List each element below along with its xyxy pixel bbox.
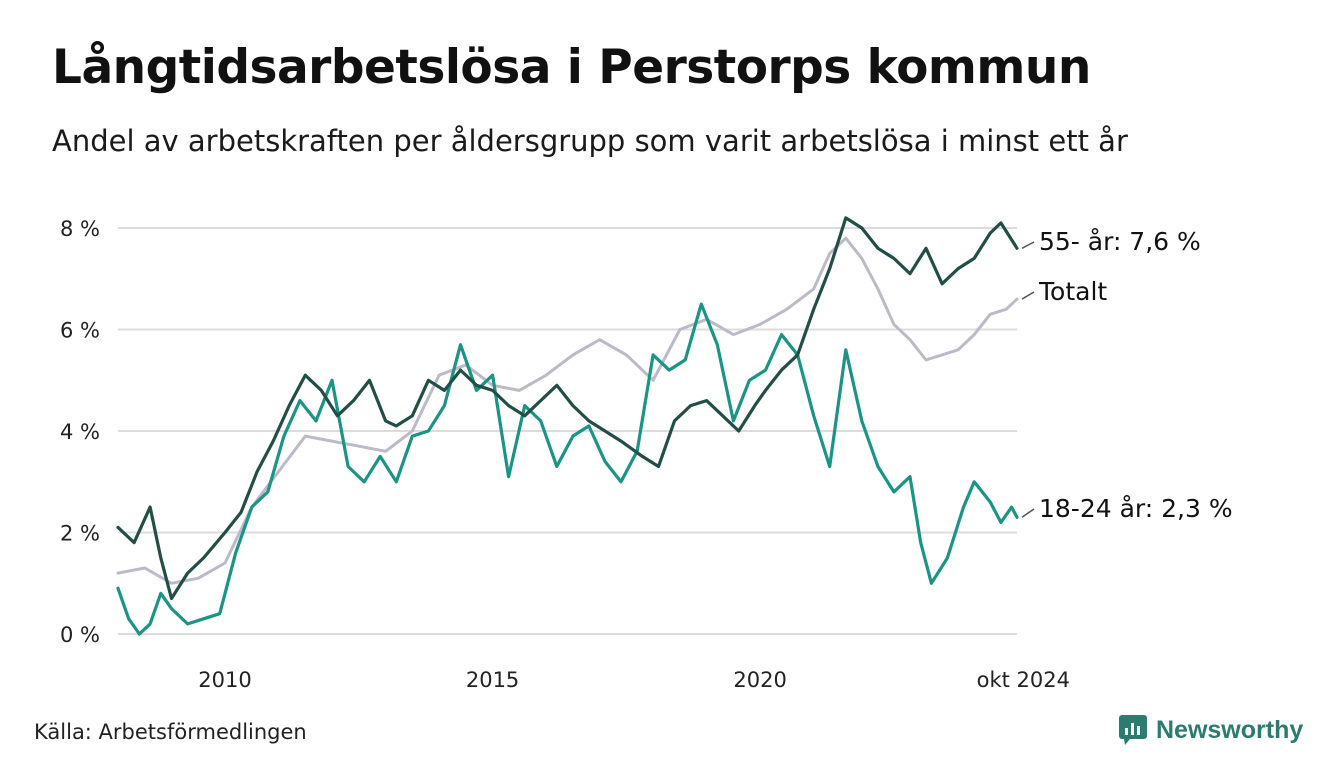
y-tick-label: 2 % (60, 522, 100, 546)
gridlines (118, 227, 1017, 635)
y-tick-label: 0 % (60, 623, 100, 647)
series-lines (116, 216, 1019, 636)
series-label-age1824: 18-24 år: 2,3 % (1039, 494, 1233, 523)
y-tick-label: 4 % (60, 420, 100, 444)
brand-name: Newsworthy (1156, 715, 1304, 744)
brand-logo: Newsworthy (1118, 714, 1303, 746)
series-label-age55: 55- år: 7,6 % (1039, 227, 1201, 256)
label-connector (1021, 508, 1035, 518)
y-tick-label: 8 % (60, 217, 100, 241)
chart-subtitle: Andel av arbetskraften per åldersgrupp s… (52, 124, 1128, 158)
x-tick-label: 2015 (466, 668, 519, 692)
series-line-age55 (116, 216, 1019, 601)
series-line-age1824 (116, 302, 1019, 636)
series-labels: Totalt 18-24 år: 2,3 % 55- år: 7,6 % (1021, 227, 1233, 523)
x-tick-label: 2010 (198, 668, 251, 692)
newsworthy-icon (1119, 715, 1147, 745)
source-note: Källa: Arbetsförmedlingen (34, 720, 307, 744)
x-tick-label: okt 2024 (977, 668, 1070, 692)
series-line-total (116, 236, 1019, 585)
x-tick-label: 2020 (733, 668, 786, 692)
series-label-total: Totalt (1038, 277, 1107, 306)
label-connector (1021, 241, 1035, 249)
x-axis: 2010 2015 2020 okt 2024 (198, 668, 1070, 692)
label-connector (1021, 291, 1035, 300)
chart-title: Långtidsarbetslösa i Perstorps kommun (52, 40, 1091, 95)
y-axis: 0 % 2 % 4 % 6 % 8 % (60, 217, 100, 647)
y-tick-label: 6 % (60, 319, 100, 343)
